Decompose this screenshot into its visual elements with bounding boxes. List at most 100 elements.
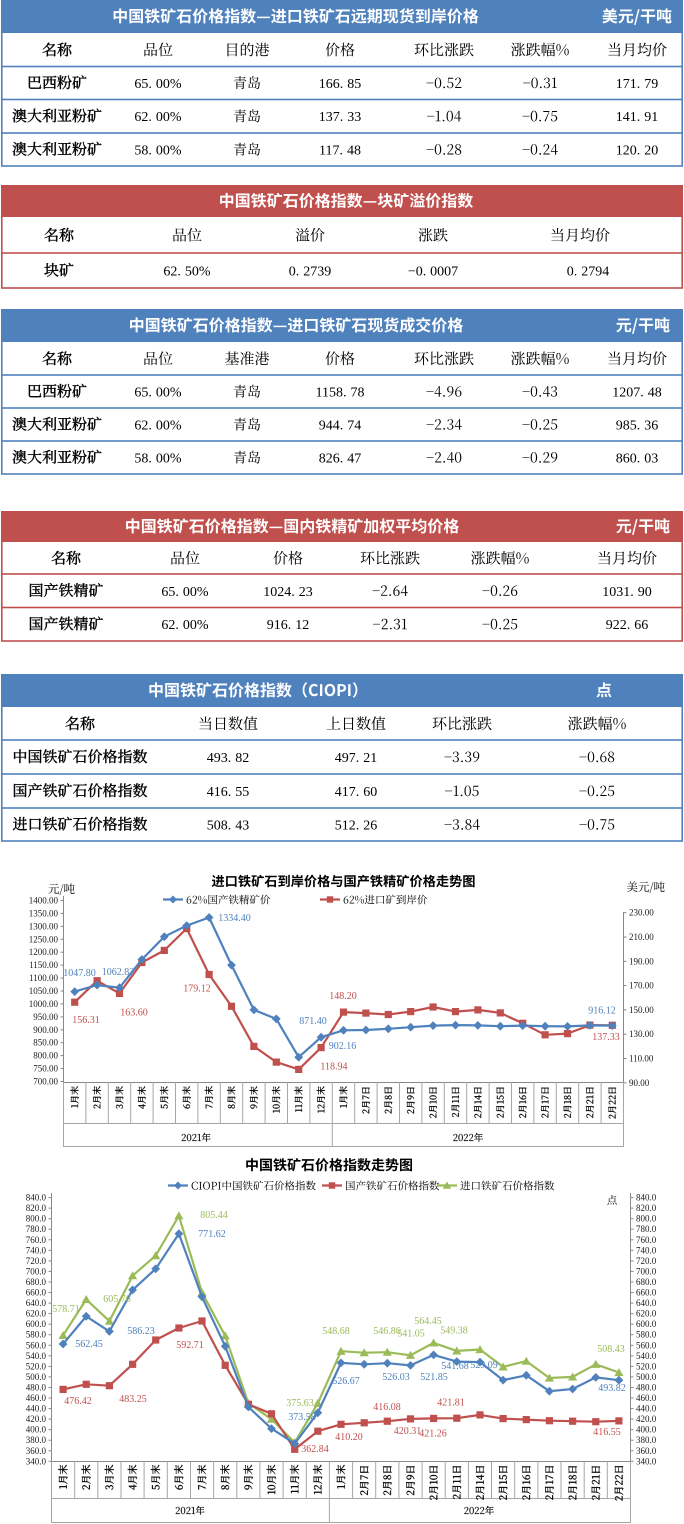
svg-text:902.16: 902.16 <box>329 1041 357 1052</box>
svg-text:1300.00: 1300.00 <box>29 921 59 931</box>
svg-text:800.00: 800.00 <box>33 1051 58 1061</box>
svg-text:163.60: 163.60 <box>120 1008 148 1019</box>
svg-text:720.0: 720.0 <box>636 1256 657 1266</box>
svg-text:1024. 23: 1024. 23 <box>263 585 312 600</box>
svg-text:944. 74: 944. 74 <box>319 419 361 434</box>
svg-text:62. 00%: 62. 00% <box>161 618 208 633</box>
svg-text:1250.00: 1250.00 <box>29 934 59 944</box>
svg-text:148.20: 148.20 <box>329 991 357 1002</box>
svg-text:483.25: 483.25 <box>119 1394 147 1405</box>
svg-text:420.0: 420.0 <box>636 1414 657 1424</box>
svg-text:850.00: 850.00 <box>33 1038 58 1048</box>
svg-text:150.00: 150.00 <box>629 1005 654 1015</box>
svg-text:760.0: 760.0 <box>636 1235 657 1245</box>
svg-text:62. 00%: 62. 00% <box>134 419 181 434</box>
svg-text:493. 82: 493. 82 <box>207 751 249 766</box>
svg-text:480.0: 480.0 <box>636 1383 657 1393</box>
svg-text:460.0: 460.0 <box>26 1393 47 1403</box>
svg-text:540.0: 540.0 <box>636 1351 657 1361</box>
svg-text:−0. 0007: −0. 0007 <box>408 265 458 280</box>
svg-text:950.00: 950.00 <box>33 1012 58 1022</box>
svg-text:417. 60: 417. 60 <box>335 785 377 800</box>
svg-text:520.0: 520.0 <box>26 1361 47 1371</box>
svg-text:1207. 48: 1207. 48 <box>612 386 661 401</box>
svg-text:640.0: 640.0 <box>636 1298 657 1308</box>
svg-text:130.00: 130.00 <box>629 1029 654 1039</box>
svg-text:564.45: 564.45 <box>414 1316 442 1327</box>
svg-text:340.0: 340.0 <box>636 1456 657 1466</box>
svg-text:1047.80: 1047.80 <box>63 968 96 979</box>
svg-text:170.00: 170.00 <box>629 981 654 991</box>
svg-text:526.67: 526.67 <box>332 1376 360 1387</box>
svg-text:700.0: 700.0 <box>26 1266 47 1276</box>
svg-text:62. 50%: 62. 50% <box>163 265 210 280</box>
svg-text:420.31: 420.31 <box>394 1426 422 1437</box>
svg-text:497. 21: 497. 21 <box>335 751 377 766</box>
svg-text:560.0: 560.0 <box>636 1340 657 1350</box>
svg-text:985. 36: 985. 36 <box>616 419 658 434</box>
svg-text:65. 00%: 65. 00% <box>134 386 181 401</box>
svg-text:137.33: 137.33 <box>592 1032 620 1043</box>
svg-text:421.81: 421.81 <box>437 1398 465 1409</box>
svg-text:380.0: 380.0 <box>636 1435 657 1445</box>
svg-text:420.0: 420.0 <box>26 1414 47 1424</box>
svg-text:1150.00: 1150.00 <box>29 960 58 970</box>
svg-text:360.0: 360.0 <box>636 1446 657 1456</box>
svg-text:58. 00%: 58. 00% <box>134 452 181 467</box>
svg-text:780.0: 780.0 <box>26 1224 47 1234</box>
svg-text:179.12: 179.12 <box>183 984 211 995</box>
svg-text:680.0: 680.0 <box>636 1277 657 1287</box>
svg-text:560.0: 560.0 <box>26 1340 47 1350</box>
svg-text:580.0: 580.0 <box>26 1330 47 1340</box>
svg-text:360.0: 360.0 <box>26 1446 47 1456</box>
svg-text:605.76: 605.76 <box>103 1294 131 1305</box>
svg-text:592.71: 592.71 <box>176 1340 204 1351</box>
svg-text:541.05: 541.05 <box>397 1329 425 1340</box>
svg-text:871.40: 871.40 <box>299 1016 327 1027</box>
svg-text:900.00: 900.00 <box>33 1025 58 1035</box>
svg-text:400.0: 400.0 <box>636 1425 657 1435</box>
svg-text:740.0: 740.0 <box>636 1245 657 1255</box>
svg-text:416.08: 416.08 <box>373 1402 401 1413</box>
svg-text:800.0: 800.0 <box>26 1214 47 1224</box>
svg-text:137. 33: 137. 33 <box>319 110 361 125</box>
svg-text:460.0: 460.0 <box>636 1393 657 1403</box>
svg-text:771.62: 771.62 <box>198 1229 226 1240</box>
svg-text:118.94: 118.94 <box>320 1062 347 1073</box>
svg-text:526.03: 526.03 <box>382 1372 410 1383</box>
svg-text:540.0: 540.0 <box>26 1351 47 1361</box>
svg-text:580.0: 580.0 <box>636 1330 657 1340</box>
svg-text:362.84: 362.84 <box>301 1444 329 1455</box>
svg-text:750.00: 750.00 <box>33 1064 58 1074</box>
svg-text:1100.00: 1100.00 <box>29 973 58 983</box>
svg-text:65. 00%: 65. 00% <box>134 77 181 92</box>
svg-text:740.0: 740.0 <box>26 1245 47 1255</box>
svg-text:700.00: 700.00 <box>33 1077 58 1087</box>
svg-text:660.0: 660.0 <box>636 1288 657 1298</box>
svg-text:1031. 90: 1031. 90 <box>602 585 651 600</box>
svg-text:820.0: 820.0 <box>26 1203 47 1213</box>
svg-text:546.86: 546.86 <box>373 1326 401 1337</box>
svg-text:541.68: 541.68 <box>441 1361 469 1372</box>
svg-text:62. 00%: 62. 00% <box>134 110 181 125</box>
svg-text:373.58: 373.58 <box>288 1412 316 1423</box>
svg-text:720.0: 720.0 <box>26 1256 47 1266</box>
svg-text:65. 00%: 65. 00% <box>161 585 208 600</box>
svg-text:0. 2794: 0. 2794 <box>567 265 609 280</box>
svg-text:166. 85: 166. 85 <box>319 77 361 92</box>
svg-text:120. 20: 120. 20 <box>616 144 658 159</box>
svg-text:805.44: 805.44 <box>200 1210 228 1221</box>
svg-text:860. 03: 860. 03 <box>616 452 658 467</box>
svg-text:416.55: 416.55 <box>593 1427 621 1438</box>
svg-text:416. 55: 416. 55 <box>207 785 249 800</box>
svg-text:0. 2739: 0. 2739 <box>289 265 331 280</box>
svg-text:1200.00: 1200.00 <box>29 947 59 957</box>
svg-text:548.68: 548.68 <box>322 1326 350 1337</box>
svg-text:493.82: 493.82 <box>598 1383 626 1394</box>
svg-text:110.00: 110.00 <box>629 1054 654 1064</box>
svg-text:340.0: 340.0 <box>26 1456 47 1466</box>
svg-text:230.00: 230.00 <box>629 908 654 918</box>
svg-text:600.0: 600.0 <box>636 1319 657 1329</box>
svg-text:171. 79: 171. 79 <box>616 77 658 92</box>
svg-text:600.0: 600.0 <box>26 1319 47 1329</box>
